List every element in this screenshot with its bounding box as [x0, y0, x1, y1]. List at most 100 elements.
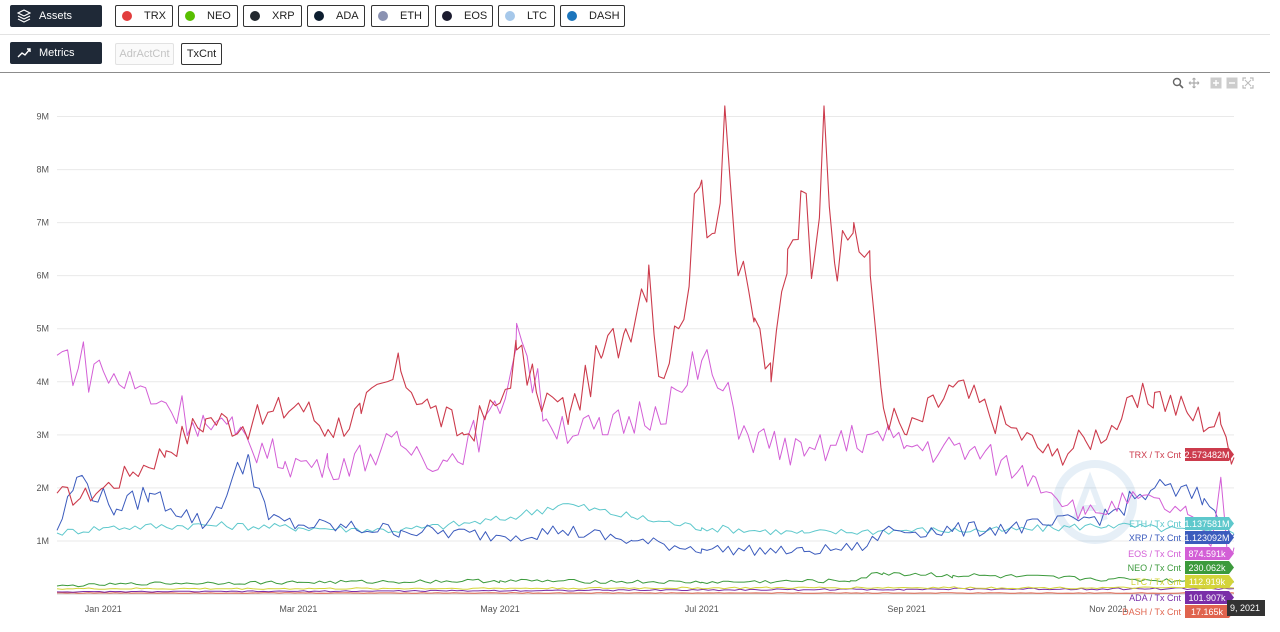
x-tick-label: May 2021: [480, 604, 520, 614]
y-tick-label: 9M: [36, 112, 49, 122]
series-lines: [56, 105, 1235, 594]
series-last-value: 112.919k: [1189, 577, 1226, 587]
y-tick-label: 2M: [36, 483, 49, 493]
asset-xrp-button[interactable]: XRP: [243, 5, 302, 27]
crosshair-date-badge: 9, 2021: [1227, 600, 1265, 616]
series-end-label-eos: EOS / Tx Cnt 874.591k: [1128, 547, 1234, 560]
trending-up-icon: [17, 48, 31, 58]
dash-icon: [567, 11, 577, 21]
assets-button-label: Assets: [39, 10, 73, 22]
series-last-value: 2.573482M: [1184, 450, 1229, 460]
crosshair-date-text: 9, 2021: [1230, 603, 1260, 613]
series-name: DASH / Tx Cnt: [1122, 607, 1181, 617]
asset-label: ETH: [400, 10, 422, 22]
assets-button[interactable]: Assets: [10, 5, 102, 27]
series-end-label-eth: ETH / Tx Cnt 1.137581M: [1129, 517, 1234, 530]
metric-adractcnt-button[interactable]: AdrActCnt: [115, 43, 174, 65]
series-end-label-xrp: XRP / Tx Cnt 1.123092M: [1129, 531, 1234, 544]
pan-icon[interactable]: [1188, 76, 1200, 94]
x-tick-label: Nov 2021: [1089, 604, 1128, 614]
y-tick-label: 3M: [36, 430, 49, 440]
toolbar-divider: [0, 34, 1270, 35]
litecoin-icon: [505, 11, 515, 21]
chart-tools: [1170, 76, 1254, 90]
series-name: XRP / Tx Cnt: [1129, 533, 1182, 543]
series-value-badge: [1185, 575, 1229, 588]
badge-pointer: [1229, 531, 1234, 544]
cardano-icon: [314, 11, 324, 21]
x-tick-label: Sep 2021: [887, 604, 926, 614]
series-name: ADA / Tx Cnt: [1129, 593, 1181, 603]
series-line-eth: [56, 503, 1235, 537]
series-value-badge: [1185, 591, 1229, 604]
asset-eos-button[interactable]: EOS: [435, 5, 493, 27]
metrics-toolbar: Metrics AdrActCnt TxCnt: [0, 41, 1280, 73]
chart-grid: [57, 116, 1234, 595]
asset-label: LTC: [527, 10, 547, 22]
asset-label: DASH: [589, 10, 620, 22]
asset-label: NEO: [207, 10, 231, 22]
reset-zoom-icon[interactable]: [1242, 76, 1254, 94]
neo-icon: [185, 11, 195, 21]
asset-dash-button[interactable]: DASH: [560, 5, 625, 27]
series-name: ETH / Tx Cnt: [1129, 519, 1181, 529]
badge-pointer: [1229, 448, 1234, 461]
series-last-value: 101.907k: [1188, 593, 1226, 603]
asset-label: ADA: [336, 10, 359, 22]
watermark-logo: [1053, 460, 1137, 544]
asset-label: EOS: [464, 10, 488, 22]
zoom-in-icon[interactable]: [1210, 76, 1222, 94]
badge-pointer: [1229, 575, 1234, 588]
zoom-icon[interactable]: [1172, 76, 1184, 94]
y-tick-label: 6M: [36, 271, 49, 281]
series-last-value: 1.137581M: [1184, 519, 1229, 529]
xrp-icon: [250, 11, 260, 21]
zoom-out-icon[interactable]: [1226, 76, 1238, 94]
badge-pointer: [1229, 561, 1234, 574]
series-value-badge: [1185, 448, 1229, 461]
x-tick-label: Mar 2021: [279, 604, 317, 614]
metrics-button[interactable]: Metrics: [10, 42, 102, 64]
asset-ada-button[interactable]: ADA: [307, 5, 365, 27]
series-end-label-dash: DASH / Tx Cnt 17.165k: [1122, 605, 1234, 618]
metric-txcnt-button[interactable]: TxCnt: [181, 43, 222, 65]
y-tick-label: 7M: [36, 218, 49, 228]
series-name: TRX / Tx Cnt: [1129, 450, 1181, 460]
asset-label: TRX: [144, 10, 166, 22]
series-name: EOS / Tx Cnt: [1128, 549, 1181, 559]
series-line-neo: [56, 572, 1235, 588]
series-line-eos: [56, 322, 1235, 558]
series-end-labels: TRX / Tx Cnt 2.573482M ETH / Tx Cnt 1.13758…: [1122, 448, 1234, 618]
asset-neo-button[interactable]: NEO: [178, 5, 238, 27]
series-name: NEO / Tx Cnt: [1128, 563, 1182, 573]
series-line-dash: [57, 592, 1235, 594]
series-value-badge: [1185, 531, 1229, 544]
asset-ltc-button[interactable]: LTC: [498, 5, 555, 27]
metrics-divider: [0, 72, 1270, 73]
layers-icon: [17, 9, 31, 23]
y-tick-label: 8M: [36, 165, 49, 175]
x-axis: Jan 2021 Mar 2021 May 2021 Jul 2021 Sep 2021…: [85, 604, 1128, 614]
series-last-value: 17.165k: [1191, 607, 1224, 617]
y-tick-label: 1M: [36, 536, 49, 546]
series-line-xrp: [56, 454, 1235, 556]
series-line-ada: [56, 587, 1235, 593]
series-value-badge: [1185, 547, 1229, 560]
x-tick-label: Jul 2021: [685, 604, 719, 614]
badge-pointer: [1229, 547, 1234, 560]
series-end-label-trx: TRX / Tx Cnt 2.573482M: [1129, 448, 1234, 461]
series-value-badge: [1185, 605, 1229, 618]
tron-icon: [122, 11, 132, 21]
assets-toolbar: Assets TRX NEO XRP ADA ETH EOS LTC DASH: [0, 4, 1280, 36]
asset-trx-button[interactable]: TRX: [115, 5, 173, 27]
badge-pointer: [1229, 517, 1234, 530]
series-value-badge: [1185, 561, 1229, 574]
asset-label: XRP: [272, 10, 295, 22]
metrics-button-label: Metrics: [39, 47, 75, 59]
series-value-badge: [1185, 517, 1229, 530]
asset-eth-button[interactable]: ETH: [371, 5, 429, 27]
tx-count-line-chart: 1M 2M 3M 4M 5M 6M 7M 8M 9M Jan 2021 Mar 2021 May 2…: [36, 105, 1265, 618]
series-end-label-ada: ADA / Tx Cnt 101.907k: [1129, 591, 1234, 604]
eos-icon: [442, 11, 452, 21]
ethereum-icon: [378, 11, 388, 21]
